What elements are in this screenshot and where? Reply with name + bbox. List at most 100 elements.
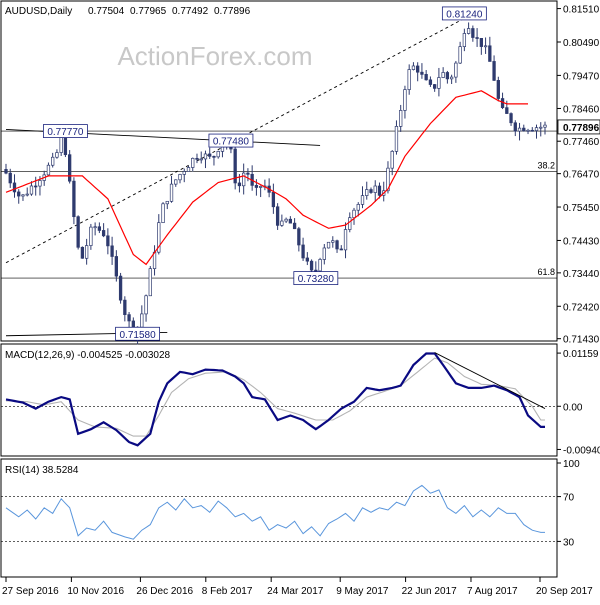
candle-body [280, 220, 284, 226]
candle-body [352, 209, 356, 219]
candle-body [339, 248, 343, 251]
candle-body [144, 295, 148, 315]
candle-body [254, 185, 259, 188]
candle-body [186, 167, 191, 172]
candle-body [403, 89, 407, 111]
candle-body [80, 246, 85, 259]
x-tick-label: 7 Aug 2017 [467, 586, 518, 597]
price-y-tick-label: 0.79470 [563, 71, 600, 82]
ohlc-high: 0.77965 [130, 6, 167, 17]
candle-body [38, 180, 42, 187]
candle-body [233, 148, 237, 184]
candle-body [51, 156, 55, 166]
candle-body [411, 65, 416, 70]
candle-body [212, 155, 216, 158]
candle-body [466, 28, 471, 34]
candle-body [246, 172, 250, 175]
candle-body [12, 182, 17, 193]
price-y-tick-label: 0.81510 [563, 5, 600, 16]
price-annotation-box [208, 133, 254, 148]
candle-body [8, 172, 12, 184]
candle-body [4, 169, 8, 174]
candle-body [55, 152, 59, 158]
candle-body [114, 256, 118, 277]
macd-line [5, 352, 545, 447]
candle-body [356, 204, 360, 211]
candle-body [322, 247, 326, 260]
candle-body [399, 110, 403, 127]
candle-body [424, 74, 428, 81]
candle-body [377, 185, 382, 196]
candle-body [34, 185, 38, 188]
candle-body [530, 129, 534, 132]
candle-body [534, 127, 539, 131]
candle-body [199, 158, 203, 161]
candle-body [386, 167, 390, 192]
candle-body [216, 151, 220, 158]
candle-body [475, 37, 479, 39]
candle-body [343, 229, 348, 251]
candle-body [543, 124, 547, 128]
candle-body [101, 230, 106, 237]
candle-body [258, 185, 263, 188]
candle-body [394, 126, 399, 152]
candle-body [522, 127, 526, 132]
candle-body [84, 245, 89, 259]
candle-body [441, 72, 445, 78]
candle-body [492, 61, 496, 81]
macd-y-tick-label: 0.01159 [563, 349, 599, 360]
candle-body [301, 244, 305, 259]
candle-body [433, 84, 437, 89]
rsi-panel: 100 70 30 [1, 459, 580, 548]
candle-body [118, 275, 123, 301]
candle-body [471, 28, 475, 38]
candle-body [318, 259, 322, 272]
candle-body [513, 122, 517, 132]
price-annotation-label: 0.73280 [298, 274, 335, 285]
candle-body [63, 136, 68, 156]
candle-body [407, 69, 411, 90]
candle-body [208, 153, 212, 157]
x-tick-label: 20 Sep 2017 [536, 586, 593, 597]
price-annotation-label: 0.77480 [213, 137, 250, 148]
candle-body [161, 203, 165, 224]
ohlc-open: 0.77504 [88, 6, 125, 17]
candle-body [275, 206, 280, 226]
candle-body [462, 33, 467, 47]
candle-body [21, 194, 25, 197]
candle-body [93, 226, 97, 229]
candle-body [140, 313, 144, 328]
ohlc-close: 0.77896 [214, 6, 251, 17]
candle-body [445, 72, 450, 80]
x-tick-label: 27 Sep 2016 [2, 586, 59, 597]
candle-body [509, 113, 513, 124]
candle-body [89, 226, 93, 246]
fib-label: 38.2 [537, 160, 555, 170]
candle-body [59, 136, 63, 153]
candle-body [437, 77, 441, 89]
candle-body [169, 183, 174, 202]
candle-body [284, 218, 288, 222]
candle-body [348, 217, 352, 230]
x-tick-label: 10 Nov 2016 [67, 586, 124, 597]
price-panel: 0.81510 0.80490 0.79470 0.78460 0.77460 0.764… [1, 5, 600, 346]
candle-body [309, 260, 314, 271]
candle-body [454, 62, 458, 78]
fib-label: 61.8 [537, 267, 555, 277]
candle-body [373, 185, 377, 193]
ohlc-low: 0.77492 [172, 6, 209, 17]
x-axis: 27 Sep 2016 10 Nov 2016 26 Dec 2016 8 Feb 2… [2, 577, 593, 597]
candle-body [505, 107, 509, 114]
price-y-tick-label: 0.73440 [563, 269, 600, 280]
candle-body [305, 257, 309, 262]
price-y-tick-label: 0.80490 [563, 38, 600, 49]
candle-body [331, 240, 335, 243]
candle-body [288, 218, 293, 224]
candle-body [203, 153, 208, 160]
candle-body [17, 191, 21, 197]
macd-trendline [434, 352, 546, 409]
rsi-y-tick-label: 70 [563, 493, 575, 504]
candle-body [271, 191, 276, 208]
